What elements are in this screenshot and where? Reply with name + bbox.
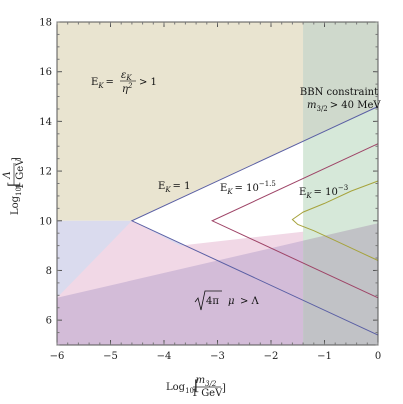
svg-text:εK: εK	[121, 70, 132, 82]
constraint-lines	[130, 106, 379, 336]
svg-text:EK= 10−3: EK = 10−3	[299, 184, 348, 200]
region-tan	[57, 22, 378, 221]
svg-text:1 GeV: 1 GeV	[15, 158, 26, 189]
x-tick-label: −4	[157, 351, 172, 362]
svg-text:]: ]	[222, 383, 226, 394]
svg-text:Λ: Λ	[2, 171, 13, 179]
y-tick-label: 12	[39, 167, 52, 178]
x-axis-label: Log10[ m3/2 1 GeV ]	[166, 375, 226, 399]
y-axis-ticks: 6 8 10 12 14 16 18	[39, 18, 378, 346]
svg-text:]: ]	[11, 157, 22, 161]
svg-text:η2: η2	[122, 82, 133, 95]
y-tick-label: 16	[39, 67, 52, 78]
annotation-sqrt4pi-mu: 4π μ > Λ	[194, 290, 260, 311]
y-tick-label: 10	[39, 216, 52, 227]
svg-text:EK= 10−1.5: EK = 10−1.5	[220, 180, 276, 196]
annotation-bbn: BBN constraint m3/2 > 40 MeV	[300, 87, 381, 113]
y-tick-label: 8	[46, 266, 52, 277]
svg-text:Log10[: Log10[	[166, 378, 199, 395]
x-tick-label: −5	[103, 351, 118, 362]
svg-text:EK= 1: EK = 1	[158, 181, 190, 194]
x-tick-label: −6	[50, 351, 65, 362]
x-tick-label: 0	[375, 351, 381, 362]
svg-text:m3/2> 40 MeV: m3/2 > 40 MeV	[307, 100, 381, 113]
annotation-line-ek-10-1.5: EK = 10−1.5	[220, 180, 276, 196]
annotation-line-ek-1: EK = 1	[158, 181, 190, 194]
region-bbn-purple-overlap	[303, 223, 378, 345]
region-purple	[57, 223, 378, 345]
svg-text:4π: 4π	[206, 296, 219, 307]
y-tick-label: 18	[39, 18, 52, 29]
y-axis-label: Log10[ Λ 1 GeV ]	[2, 157, 26, 215]
svg-text:1 GeV: 1 GeV	[192, 388, 223, 399]
overlap-regions	[303, 22, 378, 345]
x-tick-label: −1	[317, 351, 332, 362]
line-olive_line	[291, 180, 379, 261]
svg-text:> 1: > 1	[139, 77, 157, 88]
region-bbn-tan-overlap	[303, 22, 378, 142]
annotation-line-ek-10-3: EK = 10−3	[299, 184, 348, 200]
line-blue_line	[130, 106, 379, 336]
x-axis-ticks: −6 −5 −4 −3 −2 −1 0	[50, 22, 381, 362]
x-tick-label: −2	[264, 351, 279, 362]
svg-text:m3/2: m3/2	[196, 375, 217, 388]
svg-text:> Λ: > Λ	[240, 296, 260, 307]
x-tick-label: −3	[210, 351, 225, 362]
svg-text:EK=: EK =	[91, 77, 114, 90]
svg-text:μ: μ	[228, 296, 235, 307]
line-red_line	[211, 143, 379, 299]
svg-text:BBN constraint: BBN constraint	[300, 87, 378, 98]
y-tick-label: 6	[46, 316, 52, 327]
y-tick-label: 14	[39, 117, 52, 128]
annotation-ek-gt-1: EK = εK η2 > 1	[91, 70, 157, 95]
